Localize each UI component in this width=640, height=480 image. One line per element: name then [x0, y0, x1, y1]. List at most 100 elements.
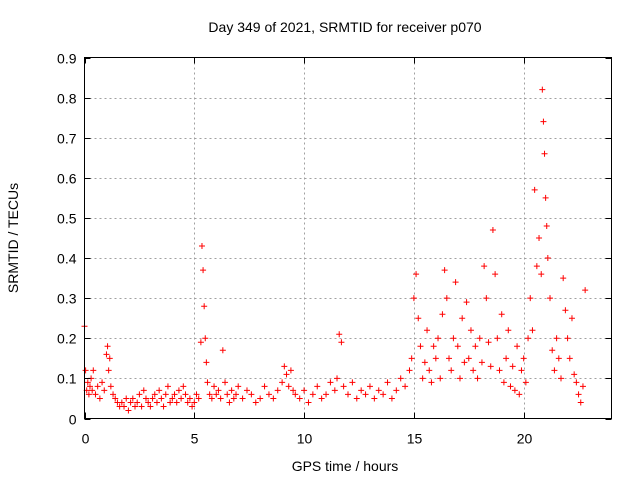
data-point: [92, 391, 99, 398]
data-point: [193, 391, 200, 398]
data-point: [292, 391, 299, 398]
data-point: [191, 399, 198, 406]
data-point: [167, 399, 174, 406]
data-point: [543, 222, 550, 229]
data-point: [410, 295, 417, 302]
data-point: [338, 339, 345, 346]
axis-ticks: [84, 57, 612, 420]
data-point: [105, 367, 112, 374]
data-point: [494, 335, 501, 342]
data-point: [226, 399, 233, 406]
y-tick-label: 0.3: [57, 291, 77, 307]
data-point: [217, 395, 224, 402]
data-point: [520, 355, 527, 362]
data-point: [189, 403, 196, 410]
data-point: [527, 295, 534, 302]
data-point: [435, 335, 442, 342]
data-point: [252, 399, 259, 406]
data-point: [149, 395, 156, 402]
data-point: [198, 243, 205, 250]
y-tick-label: 0.1: [57, 371, 77, 387]
y-tick-label: 0.6: [57, 171, 77, 187]
data-point: [94, 383, 101, 390]
data-point: [353, 395, 360, 402]
data-point: [430, 343, 437, 350]
data-point: [402, 383, 409, 390]
data-point: [186, 395, 193, 402]
data-point: [582, 287, 589, 294]
data-point: [106, 355, 113, 362]
data-point: [541, 150, 548, 157]
data-point: [478, 359, 485, 366]
data-point: [421, 359, 428, 366]
data-point: [327, 379, 334, 386]
data-point: [132, 403, 139, 410]
plot-frame: [84, 57, 612, 419]
data-point: [547, 295, 554, 302]
data-point: [224, 391, 231, 398]
data-point: [549, 347, 556, 354]
data-point: [419, 375, 426, 382]
data-point: [560, 275, 567, 282]
x-tick-label: 20: [517, 431, 533, 447]
data-points: [81, 86, 589, 414]
y-tick-label: 0.5: [57, 211, 77, 227]
data-point: [474, 375, 481, 382]
data-point: [84, 379, 91, 386]
data-point: [318, 395, 325, 402]
data-point: [465, 355, 472, 362]
y-tick-label: 0.8: [57, 91, 77, 107]
data-point: [305, 399, 312, 406]
data-point: [481, 263, 488, 270]
data-point: [257, 395, 264, 402]
data-point: [162, 391, 169, 398]
data-point: [99, 379, 106, 386]
data-point: [443, 295, 450, 302]
data-point: [103, 351, 110, 358]
data-point: [334, 375, 341, 382]
data-point: [127, 399, 134, 406]
data-point: [243, 387, 250, 394]
data-point: [178, 395, 185, 402]
data-point: [413, 271, 420, 278]
data-point: [197, 339, 204, 346]
data-point: [86, 383, 93, 390]
data-point: [531, 186, 538, 193]
data-point: [164, 383, 171, 390]
y-tick-label: 0.7: [57, 131, 77, 147]
data-point: [211, 383, 218, 390]
data-point: [222, 379, 229, 386]
data-point: [415, 315, 422, 322]
data-point: [573, 379, 580, 386]
data-point: [529, 327, 536, 334]
data-point: [203, 359, 210, 366]
data-point: [575, 391, 582, 398]
data-point: [437, 375, 444, 382]
data-point: [336, 331, 343, 338]
data-point: [536, 235, 543, 241]
data-point: [248, 391, 255, 398]
data-point: [516, 391, 523, 398]
data-point: [309, 391, 316, 398]
data-point: [265, 391, 272, 398]
data-point: [160, 403, 167, 410]
data-point: [450, 335, 457, 342]
data-point: [123, 395, 130, 402]
data-point: [142, 395, 149, 402]
data-point: [287, 367, 294, 374]
data-point: [213, 391, 220, 398]
x-tick-label: 15: [407, 431, 423, 447]
data-point: [498, 311, 505, 318]
data-point: [366, 383, 373, 390]
data-point: [331, 387, 338, 394]
data-point: [522, 379, 529, 386]
data-point: [432, 355, 439, 362]
data-point: [472, 343, 479, 350]
data-point: [112, 395, 119, 402]
data-point: [301, 387, 308, 394]
data-point: [452, 279, 459, 286]
data-point: [202, 335, 209, 342]
y-axis-title: SRMTID / TECUs: [5, 183, 21, 293]
x-axis-title: GPS time / hours: [292, 458, 399, 474]
data-point: [171, 391, 178, 398]
